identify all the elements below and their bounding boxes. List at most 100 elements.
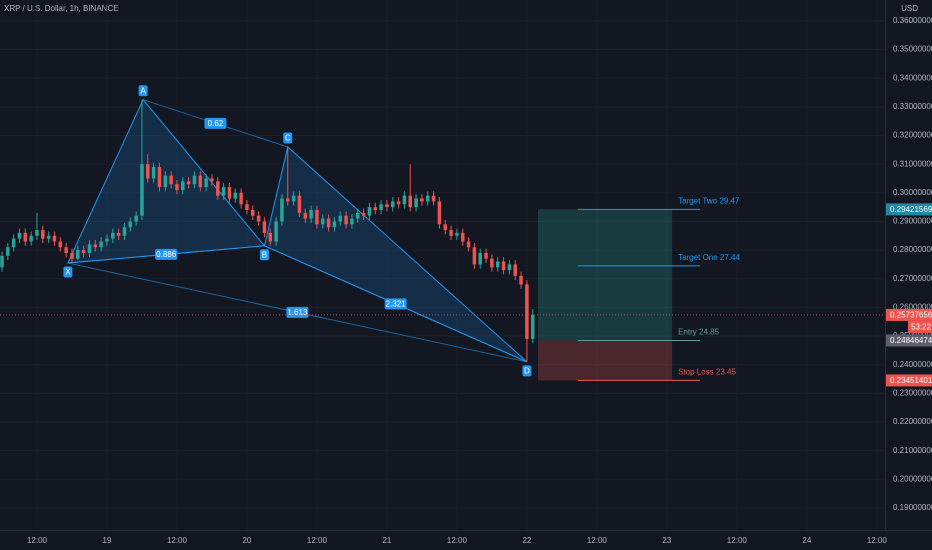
candle-body [379,204,383,210]
level-label: Target Two 29.47 [678,196,740,205]
x-tick-label: 20 [242,536,251,545]
candle-body [239,192,243,205]
last-price-tag-bg [886,308,932,321]
y-tick-label: 0.31000000 [893,159,932,168]
x-tick-label: 23 [662,536,671,545]
candle-body [157,167,162,188]
candle-body [87,244,92,253]
y-tick-label: 0.19000000 [893,503,932,512]
candle-body [478,252,482,265]
candle-body [315,209,319,225]
candle-body [525,284,529,339]
y-tick-label: 0.33000000 [893,102,932,111]
y-tick-label: 0.24000000 [893,360,932,369]
candle-body [58,241,63,248]
candle-body [490,258,494,268]
candle-body [455,232,459,236]
candle-body [344,215,348,225]
candle-body [332,221,337,228]
point-label: X [65,268,71,277]
candle-body [146,164,150,179]
candle-body [443,224,447,231]
candle-body [186,181,191,185]
y-tick-label: 0.23000000 [893,388,932,397]
candle-body [414,198,418,208]
x-tick-label: 12:00 [867,536,888,545]
candle-body [286,198,290,202]
candle-body [402,195,407,205]
candle-body [297,195,302,213]
x-tick-label: 19 [103,536,112,545]
candle-body [64,247,68,253]
ratio-badge [155,248,178,260]
candle-body [280,198,284,222]
y-tick-label: 0.30000000 [893,188,932,197]
candle-body [46,235,51,239]
x-tick-label: 12:00 [27,536,48,545]
target-tag: 0.29421569 [890,205,932,214]
candle-body [210,178,214,182]
candle-body [134,215,138,222]
ratio-label: 1.613 [287,308,308,317]
y-tick-label: 0.22000000 [893,417,932,426]
candle-body [198,175,203,188]
level-label: Stop Loss 23.45 [678,368,736,377]
y-tick-label: 0.21000000 [893,446,932,455]
point-badge [63,266,73,278]
candle-body [105,238,109,242]
candle-body [326,218,331,228]
candle-body [221,187,226,196]
y-tick-label: 0.35000000 [893,45,932,54]
ratio-badge [204,117,227,129]
profit-zone [537,209,673,341]
candle-body [391,201,395,208]
point-label: C [285,134,291,143]
candle-body [431,195,436,202]
candle-body [245,204,249,210]
candle-body [321,218,325,225]
ratio-label: 0.62 [208,119,224,128]
candle-body [309,209,313,219]
candle-body [268,232,273,242]
point-label: D [524,366,530,375]
candle-body [519,275,523,285]
target-tag-bg [886,203,932,216]
y-tick-label: 0.32000000 [893,131,932,140]
candle-body [175,184,179,190]
candle-body [227,187,232,199]
candle-body [507,264,512,271]
candle-body [256,215,261,222]
candle-body [163,175,168,188]
candle-body [128,221,133,228]
candle-body [140,164,144,216]
candle-body [396,201,401,205]
candle-body [262,221,267,233]
level-label: Target One 27.44 [678,253,740,262]
candle-body [181,181,185,190]
x-tick-label: 21 [382,536,391,545]
countdown: 53:22 [911,323,932,332]
point-badge [138,85,148,97]
candle-body [23,232,28,242]
candle-body [11,238,16,248]
y-tick-label: 0.27000000 [893,274,932,283]
stop-tag-bg [886,374,932,387]
entry-tag: 0.24846474 [890,336,932,345]
candle-body [385,204,389,208]
candle-body [216,181,220,196]
candle-body [17,232,22,239]
y-tick-label: 0.36000000 [893,16,932,25]
candle-body [41,230,45,239]
countdown-bg [908,320,932,333]
candle-body [350,218,354,225]
ratio-badge [384,298,407,310]
currency: USD [901,4,918,13]
candle-body [408,195,412,208]
candle-body [530,314,535,339]
candle-body [291,195,296,202]
x-tick-label: 12:00 [587,536,608,545]
x-tick-label: 22 [522,536,531,545]
candle-body [35,230,39,236]
